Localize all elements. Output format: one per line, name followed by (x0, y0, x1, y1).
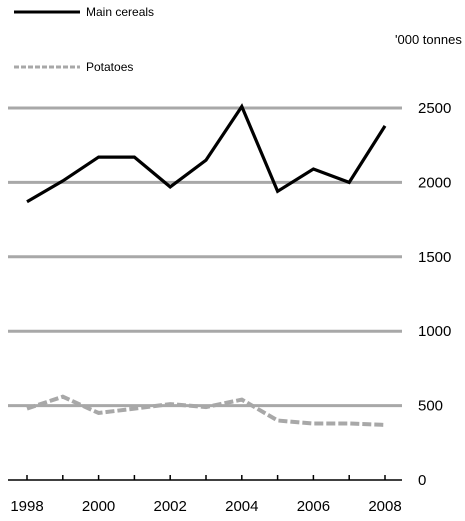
legend: Main cereals Potatoes (14, 5, 154, 74)
y-tick-label-500: 500 (418, 398, 443, 415)
x-tick-label-1998: 1998 (10, 498, 43, 515)
legend-item-potatoes: Potatoes (14, 60, 133, 74)
y-axis-labels: 0 500 1000 1500 2000 2500 (418, 100, 451, 489)
x-tick-label-2000: 2000 (82, 498, 115, 515)
legend-label-main-cereals: Main cereals (86, 5, 154, 19)
x-tick-label-2004: 2004 (225, 498, 258, 515)
legend-item-main-cereals: Main cereals (14, 5, 154, 19)
series-lines (26, 103, 387, 427)
y-tick-label-1000: 1000 (418, 323, 451, 340)
y-tick-label-2000: 2000 (418, 174, 451, 191)
x-axis (8, 475, 402, 481)
x-tick-label-2008: 2008 (368, 498, 401, 515)
legend-label-potatoes: Potatoes (86, 60, 133, 74)
x-tick-label-2006: 2006 (297, 498, 330, 515)
y-tick-label-0: 0 (418, 472, 426, 489)
x-tick-label-2002: 2002 (154, 498, 187, 515)
unit-label: '000 tonnes (395, 32, 462, 47)
y-tick-label-2500: 2500 (418, 100, 451, 117)
y-tick-label-1500: 1500 (418, 249, 451, 266)
gridlines (8, 106, 402, 408)
x-axis-labels: 1998 2000 2002 2004 2006 2008 (10, 498, 401, 515)
series-line-potatoes (26, 394, 386, 427)
series-line-main-cereals (26, 103, 387, 204)
